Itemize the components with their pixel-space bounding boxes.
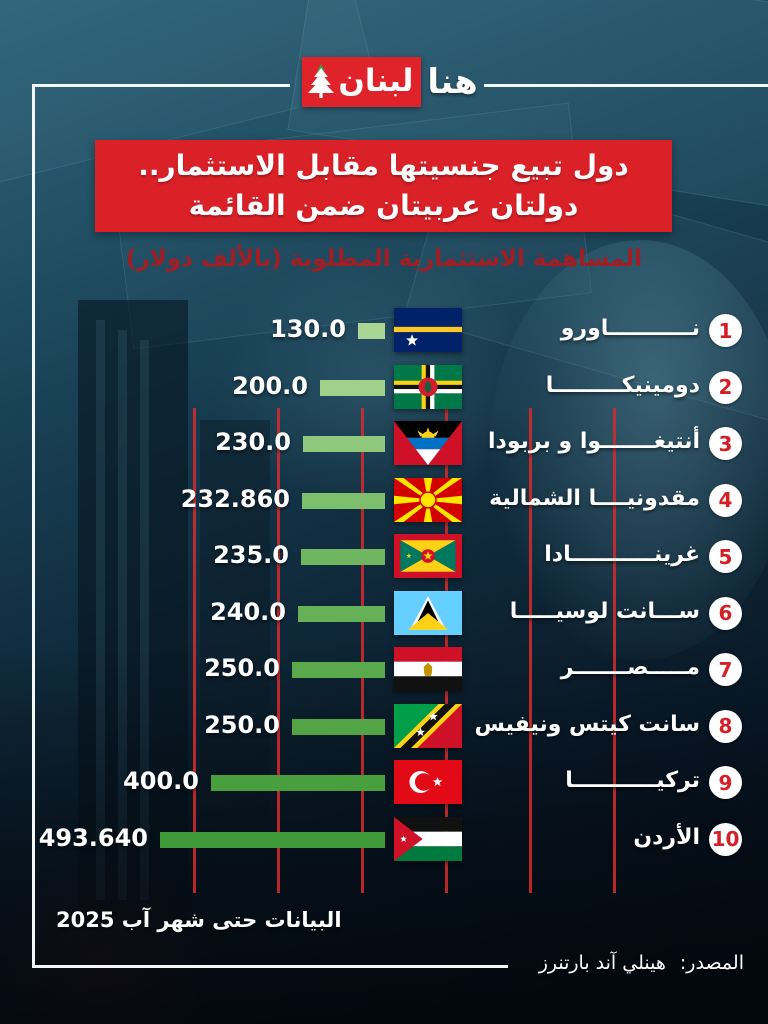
- nauru-flag: [394, 308, 462, 352]
- value-label: 130.0: [270, 315, 346, 343]
- grenada-flag: [394, 534, 462, 578]
- country-label: غرينـــــــــــادا: [544, 542, 700, 567]
- title-line-2: دولتان عربيتان ضمن القائمة: [188, 189, 579, 222]
- source-label: المصدر:: [679, 952, 744, 974]
- dominica-flag: [394, 364, 462, 409]
- title-line-1: دول تبيع جنسيتها مقابل الاستثمار..: [138, 149, 629, 182]
- country-label: مقدونيــــا الشمالية: [489, 485, 700, 511]
- chart-row: 1 نـــــــــــاورو 130.0: [0, 302, 768, 359]
- value-label: 235.0: [213, 541, 289, 569]
- rank-badge: 7: [709, 653, 742, 686]
- frame-top-left-line: [32, 84, 290, 87]
- value-bar: [292, 662, 385, 678]
- chart-row: 10 الأردن 493.640: [0, 811, 768, 868]
- logo-red-box: لبنان: [302, 57, 422, 107]
- rank-badge: 3: [709, 427, 742, 460]
- egypt-flag: [394, 647, 462, 691]
- antigua-flag: [394, 421, 462, 465]
- value-bar: [302, 492, 385, 509]
- rank-badge: 4: [709, 483, 742, 517]
- value-bar: [303, 436, 385, 452]
- jordan-flag: [394, 816, 462, 861]
- gridline-tick: [613, 408, 616, 893]
- rank-badge: 9: [709, 766, 742, 799]
- chart-row: 4 مقدونيــــا الشمالية 232.860: [0, 472, 768, 529]
- cedar-icon: [308, 64, 335, 98]
- value-bar: [358, 323, 385, 339]
- rank-badge: 6: [709, 596, 742, 630]
- chart-row: 2 دومينيكـــــــــا 200.0: [0, 359, 768, 416]
- value-label: 250.0: [204, 654, 280, 682]
- value-label: 230.0: [215, 428, 291, 456]
- value-label: 250.0: [204, 710, 280, 739]
- value-bar: [298, 605, 385, 622]
- saintlucia-flag: [394, 590, 462, 635]
- country-label: الأردن: [633, 824, 700, 850]
- chart-row: 9 تركيـــــــــــا 400.0: [0, 754, 768, 811]
- value-label: 232.860: [180, 484, 290, 513]
- chart-rows: 1 نـــــــــــاورو 130.0 2 دومينيكــــــ…: [0, 302, 768, 868]
- title-banner: دول تبيع جنسيتها مقابل الاستثمار.. دولتا…: [95, 140, 672, 232]
- rank-badge: 10: [709, 822, 742, 856]
- country-label: نـــــــــــاورو: [560, 316, 700, 341]
- country-label: أنتيغـــــــوا و بربودا: [488, 429, 700, 454]
- frame-top-right-line: [484, 84, 768, 87]
- building-stripe: [96, 320, 105, 900]
- value-label: 200.0: [232, 371, 308, 400]
- country-label: ســـانت لوسيـــــا: [509, 598, 700, 624]
- gridline-tick: [193, 408, 196, 893]
- gridline-tick: [277, 408, 280, 893]
- value-bar: [301, 549, 385, 565]
- country-label: تركيـــــــــــا: [565, 768, 700, 793]
- stkitts-flag: [394, 703, 462, 748]
- chart-row: 6 ســـانت لوسيـــــا 240.0: [0, 585, 768, 642]
- chart-row: 7 مـــــصـــــــر 250.0: [0, 641, 768, 698]
- data-date-footnote: البيانات حتى شهر آب 2025: [56, 908, 342, 932]
- gridline-tick: [361, 408, 364, 893]
- rank-badge: 2: [709, 370, 742, 404]
- logo-word-lebanon: لبنان: [338, 63, 414, 99]
- country-label: دومينيكـــــــــا: [545, 372, 700, 398]
- rank-badge: 1: [709, 314, 742, 347]
- chart-row: 8 سانت كيتس ونيفيس 250.0: [0, 698, 768, 755]
- value-bar: [211, 775, 385, 791]
- source-credit: المصدر: هينلي آند بارتنرز: [539, 952, 744, 974]
- chart-subtitle: المساهمة الاستثمارية المطلوبة (بالألف دو…: [125, 246, 643, 272]
- building-stripe: [118, 330, 127, 900]
- logo-word-huna: هنا: [427, 62, 478, 102]
- rank-badge: 5: [709, 540, 742, 573]
- value-label: 493.640: [38, 823, 148, 852]
- value-bar: [160, 831, 385, 848]
- frame-bottom-line: [32, 965, 508, 968]
- country-label: سانت كيتس ونيفيس: [474, 711, 700, 737]
- gridline-tick: [529, 408, 532, 893]
- huna-lebanon-logo: هنا لبنان: [296, 50, 484, 114]
- building-stripe: [140, 340, 149, 900]
- chart-row: 5 غرينـــــــــــادا 235.0: [0, 528, 768, 585]
- rank-badge: 8: [709, 709, 742, 743]
- country-label: مـــــصـــــــر: [560, 655, 700, 680]
- chart-row: 3 أنتيغـــــــوا و بربودا 230.0: [0, 415, 768, 472]
- value-label: 240.0: [210, 597, 286, 626]
- value-bar: [320, 379, 385, 396]
- source-value: هينلي آند بارتنرز: [538, 952, 666, 974]
- value-bar: [292, 718, 385, 735]
- turkey-flag: [394, 760, 462, 804]
- macedonia-flag: [394, 477, 462, 522]
- frame-left-line: [32, 84, 35, 968]
- value-label: 400.0: [123, 767, 199, 795]
